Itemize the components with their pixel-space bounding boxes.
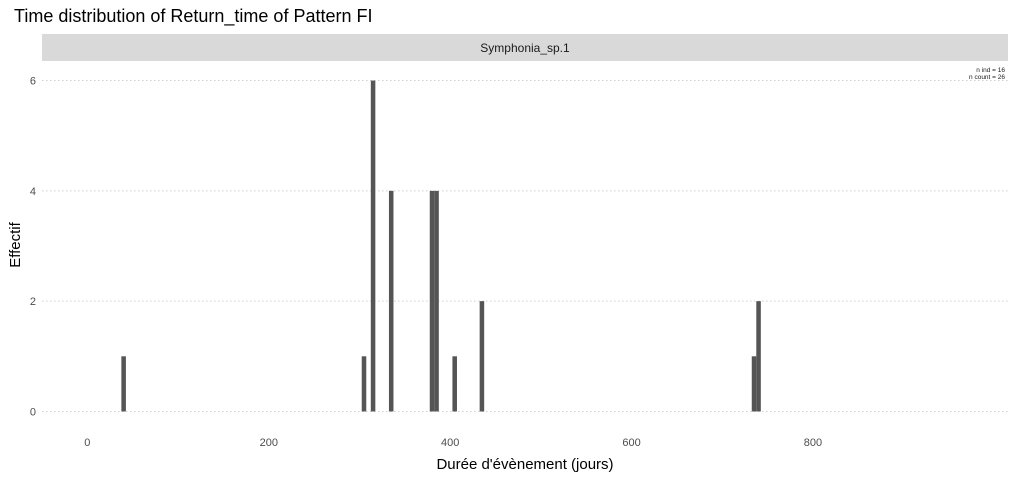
x-tick-label-400: 400 [441, 437, 459, 449]
bar-405 [452, 356, 457, 412]
bar-40 [121, 356, 126, 412]
x-tick-label-600: 600 [622, 437, 640, 449]
bar-740 [756, 301, 761, 412]
bar-385 [434, 190, 439, 412]
bar-305 [361, 356, 367, 412]
facet-label: Symphonia_sp.1 [480, 41, 570, 55]
chart-title: Time distribution of Return_time of Patt… [14, 6, 372, 27]
bar-380 [429, 190, 435, 412]
bars [121, 80, 761, 412]
annotation-n-ind: n ind = 16 [976, 67, 1005, 74]
x-tick-label-0: 0 [84, 437, 90, 449]
bar-735 [751, 356, 757, 412]
annotation-n-count: n count = 26 [969, 74, 1005, 81]
y-axis-title: Effectif [7, 221, 24, 267]
facet-strip [42, 34, 1008, 61]
gridlines [42, 80, 1008, 412]
bar-435 [479, 301, 485, 412]
y-tick-labels: 0 2 4 6 [30, 76, 36, 419]
y-tick-label-0: 0 [30, 406, 36, 418]
x-tick-labels: 0 200 400 600 800 [84, 437, 822, 449]
bar-335 [388, 190, 394, 412]
bar-315 [370, 80, 376, 412]
y-tick-label-2: 2 [30, 296, 36, 308]
y-tick-label-6: 6 [30, 76, 36, 88]
y-tick-label-4: 4 [30, 186, 36, 198]
x-axis-title: Durée d'évènement (jours) [436, 456, 613, 473]
x-tick-label-800: 800 [804, 437, 822, 449]
x-tick-label-200: 200 [260, 437, 278, 449]
